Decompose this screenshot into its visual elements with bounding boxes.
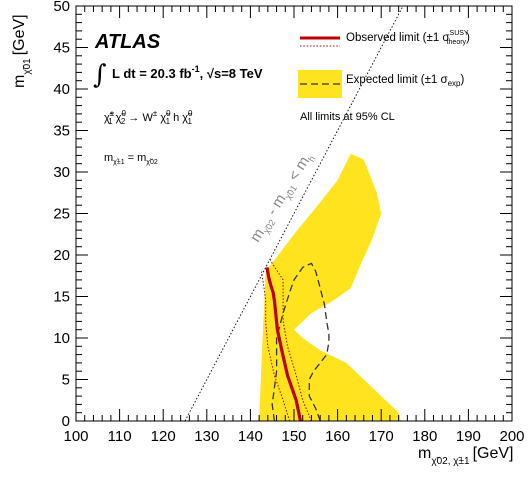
- axis-ticks: [75, 5, 513, 422]
- mass-assumption-label: mχ̃±1 = mχ̃02: [104, 152, 158, 166]
- legend: Observed limit (±1 σSUSY theory) Expected…: [298, 30, 470, 123]
- y-axis-title: mχ̃01[GeV]: [11, 14, 33, 88]
- process-label: χ̃± 1 χ̃0 2 → W± χ̃0 1 h χ̃0 1: [104, 109, 193, 126]
- integral-sign: ∫: [93, 60, 107, 90]
- y-tick-label: 35: [53, 123, 70, 140]
- y-tick-label: 5: [62, 372, 70, 389]
- x-tick-label: 150: [281, 428, 306, 445]
- observed-plus-theory-line: [269, 258, 312, 422]
- expected-limit-band: [259, 153, 401, 421]
- luminosity-label: L dt = 20.3 fb-1, √s=8 TeV: [112, 64, 263, 81]
- legend-observed-label: Observed limit (±1 σSUSY theory): [346, 30, 470, 46]
- y-tick-label: 10: [53, 330, 70, 347]
- x-tick-label: 170: [369, 428, 394, 445]
- y-tick-label: 45: [53, 40, 70, 57]
- kinematic-boundary-line: [184, 5, 404, 422]
- y-tick-label: 15: [53, 289, 70, 306]
- y-tick-label: 30: [53, 164, 70, 181]
- y-tick-label: 20: [53, 247, 70, 264]
- y-tick-label: 50: [53, 0, 70, 15]
- x-tick-label: 200: [499, 428, 524, 445]
- x-tick-label: 190: [456, 428, 481, 445]
- legend-expected-label: Expected limit (±1 σexp): [346, 74, 465, 88]
- confidence-level-note: All limits at 95% CL: [300, 111, 395, 123]
- axis-tick-labels: 100 110 120 130 140 150 160 170 180 190 200 0 5 10 15 2…: [53, 0, 524, 445]
- x-tick-label: 110: [108, 428, 132, 445]
- x-tick-label: 130: [194, 428, 219, 445]
- x-tick-label: 140: [238, 428, 263, 445]
- y-tick-label: 40: [53, 81, 70, 98]
- observed-minus-theory-line: [260, 271, 291, 422]
- observed-limit-line: [265, 267, 303, 422]
- y-tick-label: 25: [53, 206, 70, 223]
- expected-limit-line: [271, 262, 330, 422]
- x-tick-label: 160: [325, 428, 350, 445]
- x-tick-label: 100: [63, 428, 88, 445]
- x-axis-title: mχ̃02, χ̃±1 [GeV]: [418, 445, 513, 467]
- plot-area: [184, 5, 404, 422]
- x-tick-label: 120: [151, 428, 176, 445]
- x-tick-label: 180: [412, 428, 437, 445]
- experiment-label: ATLAS: [94, 31, 161, 53]
- y-tick-label: 0: [62, 413, 70, 430]
